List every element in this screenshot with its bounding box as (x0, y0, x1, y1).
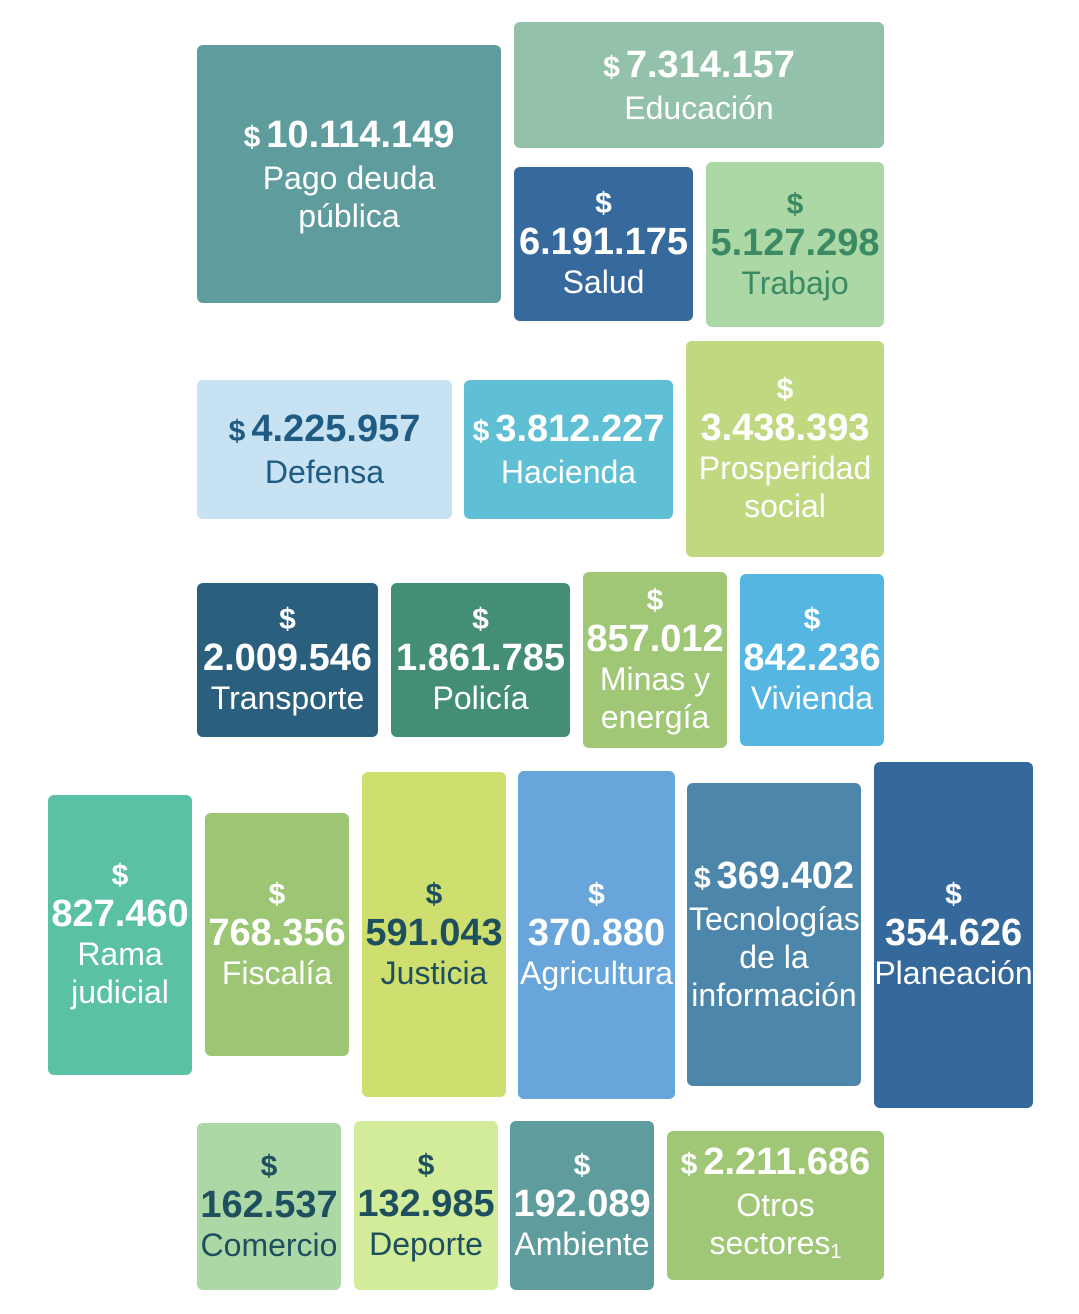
tile-hacienda: $3.812.227 Hacienda (464, 380, 673, 519)
currency-symbol: $ (417, 1148, 435, 1182)
tile-value: 192.089 (513, 1182, 651, 1225)
currency-symbol: $ (646, 584, 664, 617)
tile-value: 10.114.149 (266, 113, 455, 156)
tile-comercio: $162.537 Comercio (197, 1123, 341, 1290)
currency-symbol: $ (425, 877, 443, 911)
tile-rama: $827.460 Rama judicial (48, 795, 192, 1075)
currency-symbol: $ (603, 50, 620, 84)
tile-policia: $1.861.785 Policía (391, 583, 570, 737)
tile-value: 591.043 (365, 911, 503, 954)
tile-label: Salud (562, 264, 645, 300)
tile-deporte: $132.985 Deporte (354, 1121, 498, 1290)
currency-symbol: $ (693, 862, 711, 895)
currency-symbol: $ (595, 187, 612, 220)
tile-value: 768.356 (208, 911, 346, 954)
currency-symbol: $ (786, 187, 804, 221)
tile-label: Justicia (380, 954, 488, 991)
tile-label: Agricultura (520, 955, 673, 991)
currency-symbol: $ (243, 120, 261, 154)
tile-value: 2.211.686 (703, 1140, 871, 1183)
tile-value: 3.812.227 (495, 408, 665, 450)
tile-label: Planeación (874, 955, 1033, 991)
tile-label: Transporte (210, 680, 365, 716)
tile-fiscalia: $768.356 Fiscalía (205, 813, 349, 1056)
tile-value: 7.314.157 (625, 43, 795, 86)
tile-label: Trabajo (741, 264, 849, 301)
tile-value: 369.402 (716, 855, 855, 897)
tile-value: 1.861.785 (395, 637, 566, 679)
tile-label: Comercio (200, 1226, 338, 1263)
tile-value: 370.880 (527, 912, 666, 954)
tile-label: Minas y energía (599, 661, 711, 735)
currency-symbol: $ (680, 1147, 698, 1181)
tile-value: 354.626 (884, 912, 1023, 954)
tile-value: 6.191.175 (518, 221, 689, 263)
tile-value: 4.225.957 (251, 408, 421, 450)
tile-prosperidad: $3.438.393 Prosperidad social (686, 341, 884, 557)
currency-symbol: $ (268, 877, 286, 911)
tile-pago-deuda: $10.114.149 Pago deuda pública (197, 45, 501, 303)
tile-value: 132.985 (357, 1182, 495, 1225)
currency-symbol: $ (260, 1149, 278, 1183)
currency-symbol: $ (776, 373, 794, 406)
currency-symbol: $ (803, 603, 821, 636)
currency-symbol: $ (472, 415, 490, 448)
currency-symbol: $ (945, 878, 962, 911)
tile-value: 162.537 (200, 1183, 338, 1226)
tile-ambiente: $192.089 Ambiente (510, 1121, 654, 1290)
tile-value: 5.127.298 (710, 221, 880, 264)
tile-value: 857.012 (586, 618, 724, 660)
tile-planeacion: $354.626 Planeación (874, 762, 1033, 1108)
tile-label: Educación (624, 89, 774, 126)
tile-value: 827.460 (51, 893, 189, 935)
tile-transporte: $2.009.546 Transporte (197, 583, 378, 737)
tile-trabajo: $5.127.298 Trabajo (706, 162, 884, 327)
tile-minas: $857.012 Minas y energía (583, 572, 727, 748)
tile-otros: $2.211.686 Otros sectores1 (667, 1131, 884, 1280)
tile-label: Hacienda (500, 454, 637, 490)
tile-justicia: $591.043 Justicia (362, 772, 506, 1097)
currency-symbol: $ (111, 859, 129, 892)
tile-label: Prosperidad social (698, 450, 872, 524)
tile-label: Tecnologías de la información (689, 901, 860, 1013)
tile-value: 3.438.393 (700, 407, 870, 449)
tile-label: Fiscalía (221, 954, 333, 991)
tile-label: Otros sectores (709, 1186, 831, 1261)
tile-defensa: $4.225.957 Defensa (197, 380, 452, 519)
tile-label: Rama judicial (71, 936, 169, 1010)
tile-label: Ambiente (514, 1225, 650, 1262)
currency-symbol: $ (472, 603, 489, 636)
tile-label: Deporte (369, 1225, 483, 1262)
currency-symbol: $ (588, 878, 605, 911)
tile-label: Defensa (264, 454, 385, 490)
tile-value: 842.236 (743, 637, 881, 679)
footnote-marker: 1 (830, 1240, 842, 1263)
tile-label: Policía (432, 680, 529, 716)
tile-agricultura: $370.880 Agricultura (518, 771, 675, 1099)
currency-symbol: $ (228, 415, 246, 448)
tile-salud: $6.191.175 Salud (514, 167, 693, 321)
currency-symbol: $ (279, 603, 296, 636)
tile-label: Vivienda (750, 680, 874, 716)
tile-value: 2.009.546 (202, 637, 373, 679)
tile-educacion: $7.314.157 Educación (514, 22, 884, 148)
tile-label: Pago deuda pública (262, 159, 436, 234)
currency-symbol: $ (573, 1148, 591, 1182)
tile-tecnologias: $369.402 Tecnologías de la información (687, 783, 861, 1086)
tile-vivienda: $842.236 Vivienda (740, 574, 884, 746)
